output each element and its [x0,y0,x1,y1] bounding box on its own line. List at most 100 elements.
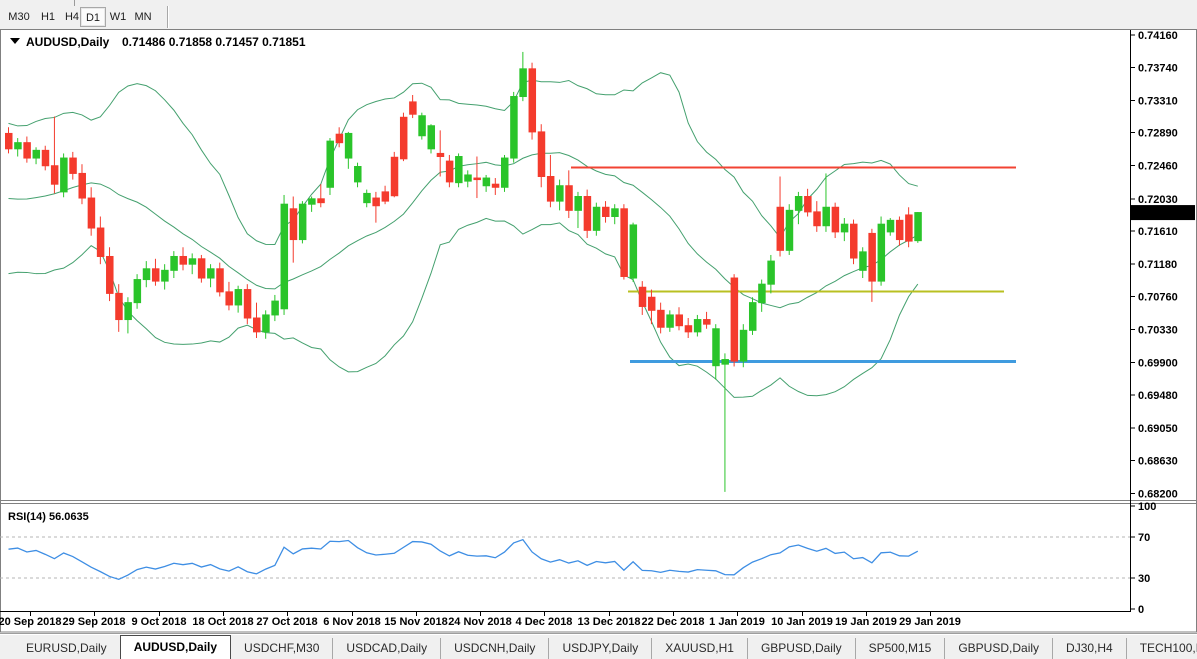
svg-text:0.73740: 0.73740 [1138,62,1178,74]
candle-body [776,206,785,251]
candle-body [216,268,224,293]
svg-text:13 Dec 2018: 13 Dec 2018 [578,616,641,628]
candle-body [23,142,31,159]
svg-text:0.68200: 0.68200 [1138,488,1178,500]
svg-text:100: 100 [1138,501,1156,513]
svg-text:27 Oct 2018: 27 Oct 2018 [256,616,317,628]
tab-dj30-h4[interactable]: DJ30,H4 [1052,638,1126,659]
candle-body [647,296,656,311]
candle-body [87,197,96,229]
candle-body [390,156,399,197]
rsi-line [8,538,919,581]
candle-body [363,192,371,204]
svg-text:0.70760: 0.70760 [1138,291,1178,303]
candle-body [188,258,197,265]
candle-body [445,160,454,183]
candle-body [712,328,720,367]
tab-tech100-h1[interactable]: TECH100,H1 [1125,638,1197,659]
timeframe-button-d1[interactable]: D1 [80,7,106,27]
candle-body [748,302,757,331]
timeframe-button-mn[interactable]: MN [134,11,152,23]
candle-body [519,68,527,98]
tab-gbpusd-daily-2[interactable]: GBPUSD,Daily [944,638,1052,659]
svg-text:4 Dec 2018: 4 Dec 2018 [516,616,573,628]
candle-body [831,206,840,233]
tab-gbpusd-daily[interactable]: GBPUSD,Daily [746,638,855,659]
candle-body [602,206,610,217]
candle-body [546,176,555,202]
timeframe-button-m30[interactable]: M30 [8,11,30,23]
candle-body [473,177,481,181]
tab-audusd-daily[interactable]: AUDUSD,Daily [119,635,232,659]
pane-frame [0,29,1197,633]
candle-body [262,314,270,333]
tab-usdcad-daily[interactable]: USDCAD,Daily [332,638,440,659]
tab-xauusd-h1[interactable]: XAUUSD,H1 [651,638,747,659]
chart-tab-bar: EURUSD,Daily AUDUSD,Daily USDCHF,M30 USD… [0,633,1197,659]
candle-body [657,309,665,328]
candle-body [280,203,289,310]
candle-body [895,219,904,241]
svg-text:0.68630: 0.68630 [1138,455,1178,467]
price-axis: 0.74160 0.73740 0.73310 0.72890 0.72460 0.720… [1130,30,1178,500]
tab-usdcnh-daily[interactable]: USDCNH,Daily [440,638,548,659]
candle-body [179,255,188,265]
candle-body [510,96,518,159]
price-chart[interactable]: 0.74160 0.73740 0.73310 0.72890 0.72460 0.720… [0,29,1197,633]
candle-body [78,172,86,199]
rsi-axis: 100 70 30 0 [0,501,1156,616]
svg-text:70: 70 [1138,532,1150,544]
candle-body [170,255,178,271]
tab-usdjpy-daily[interactable]: USDJPY,Daily [548,638,651,659]
candle-body [464,174,472,182]
candle-body [877,223,886,282]
candle-body [629,224,638,279]
candle-body [537,131,546,178]
candle-body [730,277,739,362]
candle-body [335,133,344,144]
tab-sp500-m15[interactable]: SP500,M15 [854,638,945,659]
candle-body [161,269,169,282]
svg-text:6 Nov 2018: 6 Nov 2018 [323,616,380,628]
candle-body [859,251,867,271]
svg-text:0.73310: 0.73310 [1138,95,1178,107]
candle-body [96,227,105,257]
candle-body [436,152,445,158]
timeframe-button-h4[interactable]: H4 [64,11,80,23]
horizontal-lines [571,166,1016,363]
candle-body [528,68,537,133]
timeframe-button-h1[interactable]: H1 [40,11,56,23]
candle-body [409,101,417,115]
candle-body [684,325,693,333]
candle-body [739,329,748,362]
candle-body [289,208,298,241]
svg-text:0.71180: 0.71180 [1138,259,1177,271]
candle-body [124,302,132,321]
svg-text:0.71851: 0.71851 [1136,208,1176,220]
chart-title: AUDUSD,Daily 0.71486 0.71858 0.71457 0.71… [10,35,306,49]
candles [5,51,922,492]
candle-body [142,268,151,281]
symbol-dropdown-icon[interactable] [10,38,20,44]
date-axis: 20 Sep 2018 29 Sep 2018 9 Oct 2018 18 Oct 2… [0,611,961,628]
tab-eurusd-daily[interactable]: EURUSD,Daily [26,641,107,655]
candle-body [758,283,766,304]
candle-body [565,185,573,211]
candle-body [620,208,628,277]
bollinger-lower-band [8,217,919,398]
candle-body [455,156,463,184]
candle-body [60,157,68,193]
candle-body [482,177,491,187]
candle-body [767,260,775,285]
tab-usdchf-m30[interactable]: USDCHF,M30 [244,641,320,655]
bollinger-upper-band [8,72,918,245]
candle-body [418,115,426,137]
candle-body [372,197,380,207]
timeframe-toolbar: M30 H1 H4 D1 W1 MN [0,6,1197,29]
timeframe-button-w1[interactable]: W1 [109,11,127,23]
rsi-label: RSI(14) 56.0635 [8,511,89,523]
ohlc-values: 0.71486 0.71858 0.71457 0.71851 [122,35,306,49]
candle-body [840,223,849,233]
svg-text:0.69050: 0.69050 [1138,423,1178,435]
toolbar-grip [74,0,75,6]
